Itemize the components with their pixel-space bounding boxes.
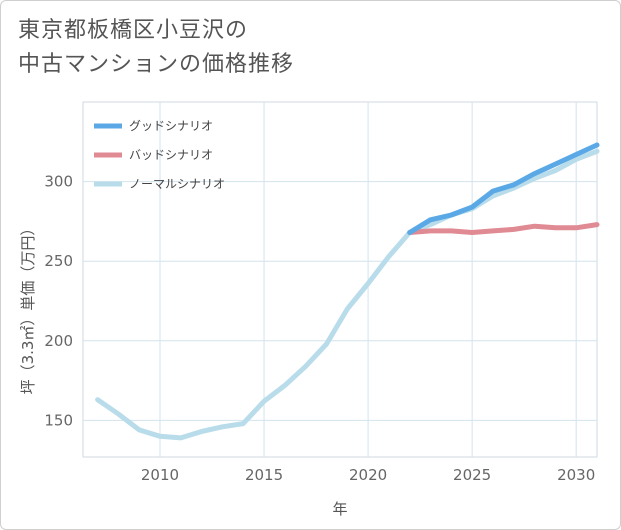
legend-label-good: グッドシナリオ	[129, 119, 213, 133]
x-axis-title: 年	[332, 500, 347, 518]
grid	[82, 101, 598, 458]
chart-title: 東京都板橋区小豆沢の 中古マンションの価格推移	[18, 14, 294, 82]
y-tick-label: 200	[44, 332, 73, 350]
series-line-good	[407, 142, 600, 235]
series-line-normal	[95, 148, 600, 441]
legend-label-bad: バッドシナリオ	[129, 148, 213, 162]
x-tick-label: 2030	[557, 466, 595, 484]
x-tick-label: 2010	[141, 466, 179, 484]
y-tick-label: 150	[44, 411, 73, 429]
chart-title-line-2: 中古マンションの価格推移	[18, 52, 295, 77]
x-tick-label: 2025	[453, 466, 491, 484]
x-tick-label: 2015	[245, 466, 283, 484]
y-tick-label: 300	[44, 173, 73, 191]
y-axis-title: 坪（3.3㎡）単価（万円）	[19, 221, 37, 395]
series-lines	[95, 142, 600, 441]
axes: 2010 2015 2020 2025 2030 150 200 250 300	[44, 173, 595, 484]
legend-label-normal: ノーマルシナリオ	[129, 177, 225, 191]
chart-title-line-1: 東京都板橋区小豆沢の	[18, 18, 249, 43]
plot-frame	[82, 101, 598, 458]
x-tick-label: 2020	[349, 466, 387, 484]
y-tick-label: 250	[44, 252, 73, 270]
series-line-bad	[407, 222, 600, 235]
